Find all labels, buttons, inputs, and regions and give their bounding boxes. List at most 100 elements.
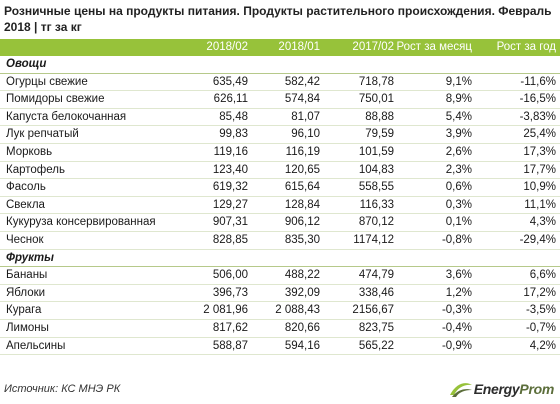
cell-c1: 907,31 xyxy=(212,216,248,229)
header-col-yearly-growth: Рост за год xyxy=(496,41,556,53)
cell-c3: 1174,12 xyxy=(353,233,394,246)
cell-c5: 11,1% xyxy=(524,198,556,211)
table-row: Лук репчатый 99,83 96,10 79,59 3,9% 25,4% xyxy=(0,126,560,144)
cell-c5: 4,2% xyxy=(529,339,556,352)
cell-c4: 3,9% xyxy=(445,128,472,141)
cell-c3: 338,46 xyxy=(358,286,394,299)
cell-c5: 25,4% xyxy=(523,128,556,141)
logo-wordmark: EnergyProm xyxy=(473,381,555,397)
cell-c1: 506,00 xyxy=(212,269,248,282)
cell-c1: 635,49 xyxy=(212,75,248,88)
cell-c3: 558,55 xyxy=(358,181,394,194)
section-label: Овощи xyxy=(6,58,47,70)
cell-c3: 2156,67 xyxy=(352,304,394,317)
cell-c1: 99,83 xyxy=(219,128,248,141)
table-row: Лимоны 817,62 820,66 823,75 -0,4% -0,7% xyxy=(0,320,560,338)
cell-c1: 626,11 xyxy=(213,93,248,106)
table-row: Морковь 119,16 116,19 101,59 2,6% 17,3% xyxy=(0,144,560,162)
product-name: Яблоки xyxy=(6,286,46,299)
product-name: Огурцы свежие xyxy=(6,75,88,88)
product-name: Лук репчатый xyxy=(6,128,79,141)
product-name: Фасоль xyxy=(6,181,46,194)
table-row: Кукуруза консервированная 907,31 906,12 870… xyxy=(0,214,560,232)
product-name: Курага xyxy=(6,304,42,317)
cell-c4: 5,4% xyxy=(445,110,472,123)
cell-c4: 1,2% xyxy=(445,286,472,299)
cell-c1: 123,40 xyxy=(212,163,248,176)
cell-c5: -0,7% xyxy=(525,321,556,334)
cell-c5: -11,6% xyxy=(520,75,556,88)
cell-c2: 582,42 xyxy=(284,75,320,88)
table-row: Капуста белокочанная 85,48 81,07 88,88 5,4% -… xyxy=(0,109,560,127)
table-row: Фасоль 619,32 615,64 558,55 0,6% 10,9% xyxy=(0,179,560,197)
cell-c3: 101,59 xyxy=(358,145,394,158)
cell-c2: 81,07 xyxy=(291,110,320,123)
cell-c2: 906,12 xyxy=(284,216,320,229)
table-row: Чеснок 828,85 835,30 1174,12 -0,8% -29,4% xyxy=(0,232,560,250)
cell-c1: 2 081,96 xyxy=(203,304,248,317)
cell-c5: -3,83% xyxy=(519,110,556,123)
table-row: Курага 2 081,96 2 088,43 2156,67 -0,3% -3,5% xyxy=(0,302,560,320)
product-name: Апельсины xyxy=(6,339,66,352)
cell-c5: 10,9% xyxy=(523,181,556,194)
cell-c4: -0,4% xyxy=(441,321,472,334)
cell-c4: 3,6% xyxy=(445,269,472,282)
cell-c3: 565,22 xyxy=(358,339,394,352)
cell-c2: 820,66 xyxy=(284,321,320,334)
cell-c3: 88,88 xyxy=(365,110,394,123)
cell-c1: 85,48 xyxy=(219,110,248,123)
cell-c3: 823,75 xyxy=(358,321,394,334)
product-name: Капуста белокочанная xyxy=(6,110,127,123)
cell-c1: 588,87 xyxy=(212,339,248,352)
cell-c1: 119,16 xyxy=(213,145,248,158)
cell-c3: 79,59 xyxy=(365,128,394,141)
cell-c3: 870,12 xyxy=(358,216,394,229)
cell-c4: 2,6% xyxy=(445,145,472,158)
cell-c4: 2,3% xyxy=(445,163,472,176)
cell-c5: 17,2% xyxy=(523,286,556,299)
cell-c2: 574,84 xyxy=(284,93,320,106)
cell-c3: 104,83 xyxy=(358,163,394,176)
product-name: Свекла xyxy=(6,198,45,211)
logo-word-energy: Energy xyxy=(473,381,520,397)
source-note: Источник: КС МНЭ РК xyxy=(4,383,121,395)
page-title: Розничные цены на продукты питания. Прод… xyxy=(4,4,552,34)
cell-c3: 750,01 xyxy=(358,93,394,106)
cell-c2: 488,22 xyxy=(284,269,320,282)
product-name: Кукуруза консервированная xyxy=(6,216,156,229)
cell-c4: 0,1% xyxy=(445,216,472,229)
energyprom-logo: EnergyProm xyxy=(448,378,554,400)
cell-c1: 619,32 xyxy=(212,181,248,194)
cell-c1: 817,62 xyxy=(212,321,248,334)
product-name: Морковь xyxy=(6,145,53,158)
table-row: Яблоки 396,73 392,09 338,46 1,2% 17,2% xyxy=(0,285,560,303)
cell-c1: 828,85 xyxy=(212,233,248,246)
cell-c5: 4,3% xyxy=(529,216,556,229)
table-row: Огурцы свежие 635,49 582,42 718,78 9,1% -11,6… xyxy=(0,74,560,92)
table-row: Помидоры свежие 626,11 574,84 750,01 8,9% -16… xyxy=(0,91,560,109)
section-row: Овощи xyxy=(0,56,560,74)
cell-c2: 594,16 xyxy=(284,339,320,352)
cell-c2: 835,30 xyxy=(284,233,320,246)
cell-c3: 116,33 xyxy=(359,198,394,211)
cell-c5: -3,5% xyxy=(525,304,556,317)
cell-c5: -16,5% xyxy=(519,93,556,106)
product-name: Бананы xyxy=(6,269,48,282)
cell-c1: 396,73 xyxy=(212,286,248,299)
cell-c2: 2 088,43 xyxy=(275,304,320,317)
swoosh-logo-icon xyxy=(449,383,472,397)
cell-c5: 17,7% xyxy=(523,163,556,176)
logo-word-prom: Prom xyxy=(519,381,554,397)
price-table-body: Овощи Огурцы свежие 635,49 582,42 718,78 9,1%… xyxy=(0,56,560,356)
header-col-monthly-growth: Рост за месяц xyxy=(396,41,472,53)
cell-c1: 129,27 xyxy=(212,198,248,211)
table-header: 2018/02 2018/01 2017/02 Рост за месяц Ро… xyxy=(0,39,560,56)
cell-c2: 116,19 xyxy=(285,145,320,158)
cell-c3: 718,78 xyxy=(358,75,394,88)
cell-c4: 8,9% xyxy=(445,93,472,106)
cell-c2: 615,64 xyxy=(284,181,320,194)
cell-c4: 9,1% xyxy=(445,75,472,88)
cell-c3: 474,79 xyxy=(358,269,394,282)
table-row: Картофель 123,40 120,65 104,83 2,3% 17,7% xyxy=(0,162,560,180)
